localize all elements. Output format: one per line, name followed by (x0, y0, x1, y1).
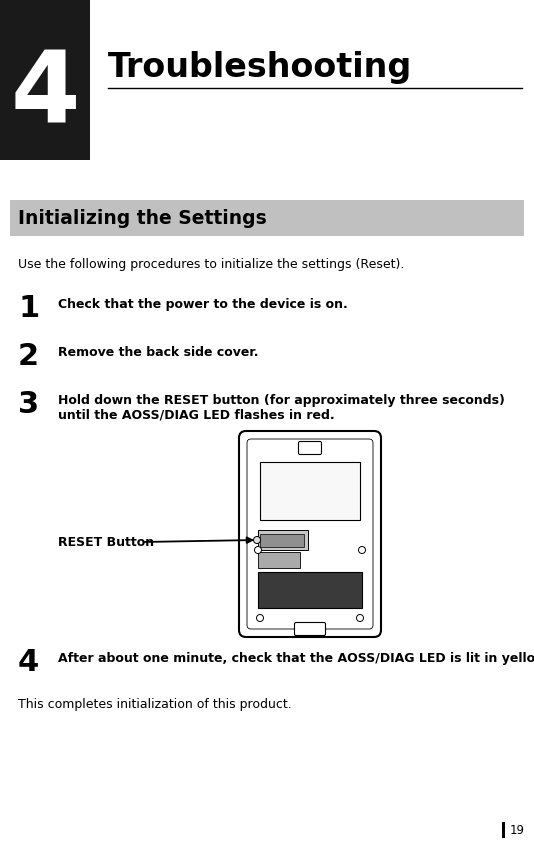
Bar (260, 534, 304, 547)
Bar (10, 200, 524, 236)
Bar (258, 572, 362, 608)
Text: Hold down the RESET button (for approximately three seconds): Hold down the RESET button (for approxim… (58, 394, 505, 407)
FancyBboxPatch shape (299, 441, 321, 455)
Circle shape (256, 615, 263, 622)
Text: 3: 3 (18, 390, 39, 419)
Text: RESET Button: RESET Button (58, 535, 154, 549)
Text: 4: 4 (10, 47, 80, 143)
FancyBboxPatch shape (294, 623, 326, 635)
Bar (0, 0, 90, 160)
Text: Initializing the Settings: Initializing the Settings (18, 208, 267, 228)
Bar (502, 822, 505, 838)
Text: Check that the power to the device is on.: Check that the power to the device is on… (58, 298, 348, 311)
Text: Use the following procedures to initialize the settings (Reset).: Use the following procedures to initiali… (18, 258, 404, 271)
Circle shape (358, 546, 365, 553)
Text: This completes initialization of this product.: This completes initialization of this pr… (18, 698, 292, 711)
Circle shape (254, 536, 261, 544)
Text: 4: 4 (18, 648, 40, 677)
FancyBboxPatch shape (247, 439, 373, 629)
Text: Troubleshooting: Troubleshooting (108, 52, 412, 85)
Circle shape (357, 615, 364, 622)
Text: 19: 19 (510, 823, 525, 837)
Bar (260, 462, 360, 520)
Text: 2: 2 (18, 342, 39, 371)
FancyBboxPatch shape (239, 431, 381, 637)
Text: until the AOSS/DIAG LED flashes in red.: until the AOSS/DIAG LED flashes in red. (58, 408, 335, 421)
Bar (258, 552, 300, 568)
Circle shape (255, 546, 262, 553)
Bar (258, 530, 308, 550)
Text: After about one minute, check that the AOSS/DIAG LED is lit in yellow.: After about one minute, check that the A… (58, 652, 534, 665)
Text: 1: 1 (18, 294, 40, 323)
Text: Remove the back side cover.: Remove the back side cover. (58, 346, 258, 359)
